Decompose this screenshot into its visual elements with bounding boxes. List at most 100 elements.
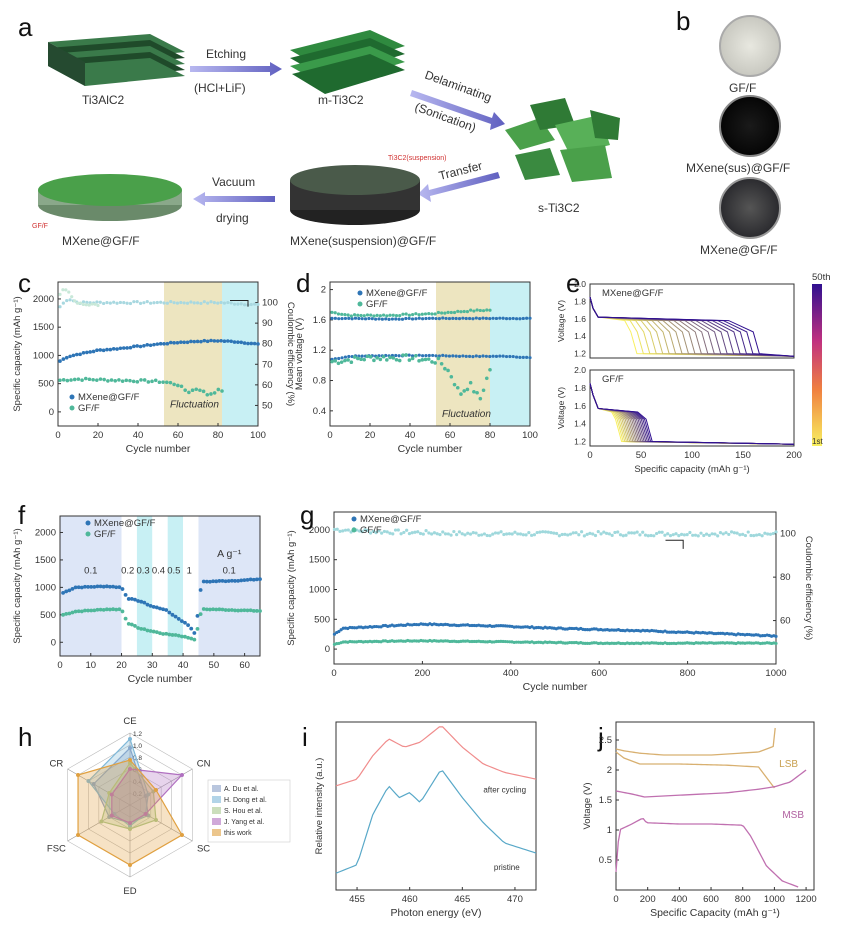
data-point	[190, 388, 195, 393]
data-point	[583, 628, 587, 632]
y-tick-label: 1.4	[574, 419, 586, 429]
chart-f: 0 10 20 30 40 50 60 0 500 1000 1500 2000 Cycle numbe…	[12, 500, 262, 685]
data-point	[256, 342, 260, 346]
y-axis-label: Voltage (V)	[556, 387, 566, 429]
label-gff: GF/F	[729, 81, 756, 95]
data-point	[216, 387, 221, 392]
data-point	[219, 338, 223, 343]
x-tick-label: 470	[507, 894, 523, 905]
data-point	[391, 313, 395, 317]
data-point	[73, 585, 78, 590]
data-point	[372, 624, 376, 629]
rate-band	[167, 516, 184, 656]
x-axis-label: Cycle number	[523, 681, 588, 693]
discharge-curve	[589, 296, 795, 357]
data-point	[83, 608, 87, 613]
data-point	[430, 360, 434, 364]
step-etching: Etching	[206, 47, 246, 61]
colorbar-bottom: 1st	[812, 437, 823, 446]
data-point	[418, 531, 423, 536]
data-point	[217, 579, 222, 583]
data-point	[619, 628, 623, 633]
data-point	[372, 639, 376, 643]
radar-point	[76, 833, 81, 837]
data-point	[212, 339, 217, 343]
legend-entry: MXene@GF/F	[366, 288, 428, 299]
data-point	[502, 532, 506, 537]
data-point	[81, 300, 86, 304]
data-point	[504, 317, 509, 321]
data-point	[150, 379, 154, 384]
data-point	[95, 378, 99, 382]
data-point	[491, 532, 495, 536]
data-point	[142, 378, 147, 382]
axis-arrow	[665, 539, 684, 549]
data-point	[330, 310, 334, 314]
data-point	[87, 303, 91, 307]
data-point	[745, 632, 749, 637]
data-point	[488, 354, 492, 359]
data-point	[481, 309, 486, 313]
data-point	[774, 530, 778, 534]
data-point	[484, 376, 489, 381]
data-point	[357, 316, 361, 321]
data-point	[172, 341, 176, 345]
data-point	[441, 530, 445, 534]
radar-axis-label: CR	[50, 759, 64, 770]
data-point	[434, 316, 438, 321]
x-tick-label: 40	[133, 430, 144, 441]
data-point	[471, 530, 475, 535]
data-point	[216, 301, 220, 305]
data-point	[514, 640, 518, 644]
data-point	[580, 530, 584, 534]
data-point	[233, 608, 237, 613]
x-tick-label: 800	[735, 894, 751, 905]
data-point	[485, 533, 489, 538]
data-point	[754, 533, 759, 537]
data-point	[390, 317, 395, 321]
discharge-curve	[589, 296, 795, 357]
chart-g: 0 200 400 600 800 1000 0 500 1000 1500 2000 Cycle n…	[286, 500, 814, 693]
data-point	[574, 531, 578, 535]
data-point	[763, 531, 767, 535]
data-point	[657, 530, 661, 534]
data-point	[251, 609, 256, 613]
data-point	[469, 308, 473, 312]
data-point	[176, 383, 180, 388]
data-point	[139, 378, 143, 382]
data-point	[252, 341, 257, 346]
data-point	[369, 313, 373, 317]
data-point	[249, 302, 253, 307]
data-point	[133, 597, 137, 602]
x-tick-label: 100	[250, 430, 266, 441]
discharge-curve	[589, 296, 795, 357]
data-point	[460, 532, 464, 536]
data-point	[528, 356, 532, 360]
data-point	[493, 531, 498, 535]
data-point	[474, 531, 478, 535]
data-point	[152, 342, 156, 347]
data-point	[420, 312, 424, 316]
data-point	[212, 301, 216, 305]
data-point	[388, 355, 392, 360]
data-point	[128, 345, 133, 350]
data-point	[380, 531, 384, 535]
data-point	[114, 607, 119, 612]
data-point	[483, 640, 487, 644]
data-point	[439, 361, 444, 366]
data-point	[332, 527, 337, 532]
y-tick-label: 1.4	[574, 331, 586, 341]
legend-entry: this work	[224, 830, 252, 837]
data-point	[239, 302, 243, 306]
x-tick-label: 400	[503, 668, 519, 679]
data-point	[71, 353, 76, 358]
data-point	[568, 640, 572, 645]
data-point	[641, 530, 645, 534]
data-point	[222, 301, 227, 305]
discharge-curve	[589, 296, 795, 357]
data-point	[668, 534, 673, 538]
data-point	[774, 634, 778, 638]
data-point	[371, 529, 375, 533]
data-point	[135, 380, 140, 384]
data-point	[153, 378, 158, 383]
